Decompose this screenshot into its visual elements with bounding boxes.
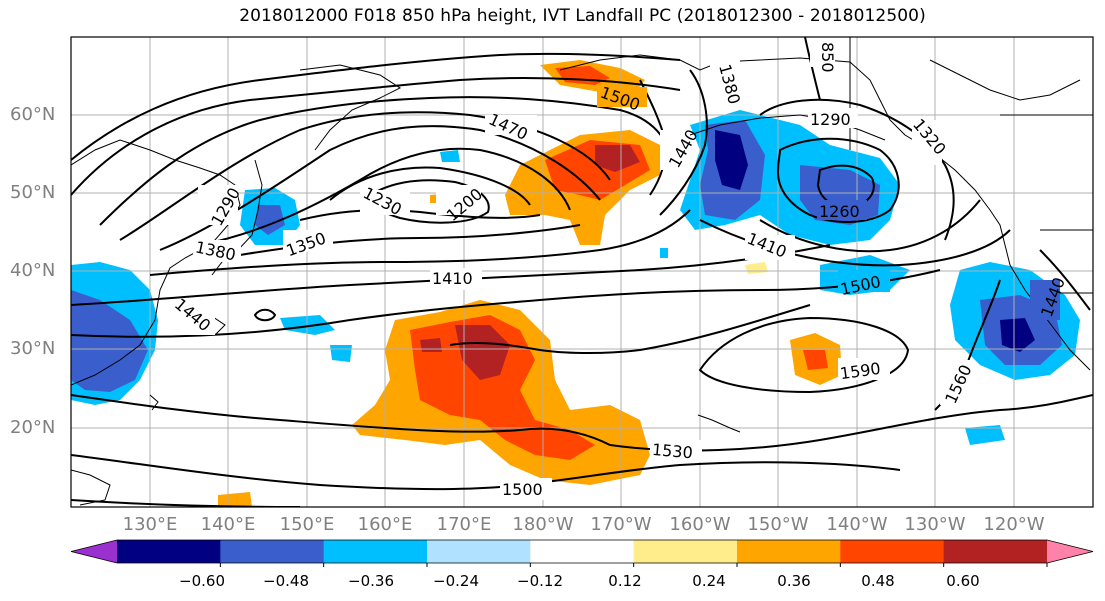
map-frame (70, 36, 1094, 508)
lon-label-150e: 150°E (279, 514, 335, 535)
height-contours (71, 37, 1093, 507)
colorbar-segment-4 (323, 540, 428, 563)
colorbar-segment-9 (840, 540, 945, 563)
colorbar-outline (70, 539, 1094, 564)
lat-label-30n: 30°N (10, 338, 56, 359)
contour-label-1410a: 1410 (432, 269, 473, 288)
lon-label-180w: 180°W (512, 514, 574, 535)
colorbar-segment-1 (71, 540, 117, 563)
lon-label-140e: 140°E (200, 514, 256, 535)
shade-pos-epac-core (803, 350, 828, 370)
shade-pos-sub-mid (410, 315, 595, 460)
lon-label-160w: 160°W (669, 514, 731, 535)
lon-label-130e: 130°E (122, 514, 178, 535)
colorbar-segment-7 (633, 540, 738, 563)
map-plot-area: 1500 1470 1440 1380 850 1290 1320 1260 1… (71, 37, 1093, 507)
contour-label-1260a: 1260 (819, 202, 860, 221)
contour-labels: 1500 1470 1440 1380 850 1290 1320 1260 1… (170, 37, 1069, 500)
colorbar-tick-10: 0.60 (946, 572, 980, 590)
lat-label-50n: 50°N (10, 182, 56, 203)
colorbar-segment-10 (943, 540, 1048, 563)
colorbar-segment-6 (530, 540, 635, 563)
shade-pos-sub-core2 (420, 338, 442, 352)
colorbar-tick-3: −0.36 (348, 572, 394, 590)
colorbar-segment-3 (220, 540, 325, 563)
colorbar-segment-5 (427, 540, 531, 563)
lon-label-170e: 170°E (436, 514, 492, 535)
shade-neg-goa-core (715, 130, 748, 190)
colorbar-tick-7: 0.24 (692, 572, 726, 590)
colorbar-segment-2 (117, 540, 221, 563)
colorbar-tick-1: −0.60 (179, 572, 225, 590)
figure-title: 2018012000 F018 850 hPa height, IVT Land… (239, 6, 926, 26)
colorbar-tick-2: −0.48 (263, 572, 309, 590)
shade-neg-sm4 (660, 248, 668, 258)
shade-neg-sm5 (965, 425, 1005, 445)
contour-label-850: 850 (818, 42, 837, 73)
lat-label-60n: 60°N (10, 104, 56, 125)
shade-pos-npac-core (595, 145, 640, 172)
lat-label-20n: 20°N (10, 417, 56, 438)
lon-label-150w: 150°W (747, 514, 809, 535)
shade-neg-small2 (330, 345, 352, 362)
colorbar-tick-8: 0.36 (777, 572, 811, 590)
shade-neg-west-core (71, 290, 148, 392)
shade-pos-sm3 (745, 262, 768, 274)
colorbar-segment-11 (1047, 540, 1093, 563)
shade-pos-sm (218, 492, 252, 507)
lon-label-130w: 130°W (904, 514, 966, 535)
contour-label-1500c: 1500 (502, 480, 543, 499)
lat-label-40n: 40°N (10, 260, 56, 281)
contour-label-1290a: 1290 (810, 110, 851, 129)
shade-neg-ca-core (1000, 318, 1035, 352)
lon-label-140w: 140°W (826, 514, 888, 535)
lon-label-170w: 170°W (590, 514, 652, 535)
colorbar (70, 539, 1094, 567)
colorbar-tick-4: −0.24 (433, 572, 479, 590)
colorbar-segment-8 (737, 540, 841, 563)
lon-label-160e: 160°E (357, 514, 413, 535)
lon-label-120w: 120°W (983, 514, 1045, 535)
colorbar-tick-9: 0.48 (861, 572, 895, 590)
contour-label-1530: 1530 (651, 440, 693, 462)
colorbar-tick-5: −0.12 (517, 572, 563, 590)
shade-neg-small3 (440, 150, 460, 162)
colorbar-tick-6: 0.12 (608, 572, 642, 590)
shade-pos-sub-core (455, 325, 510, 380)
